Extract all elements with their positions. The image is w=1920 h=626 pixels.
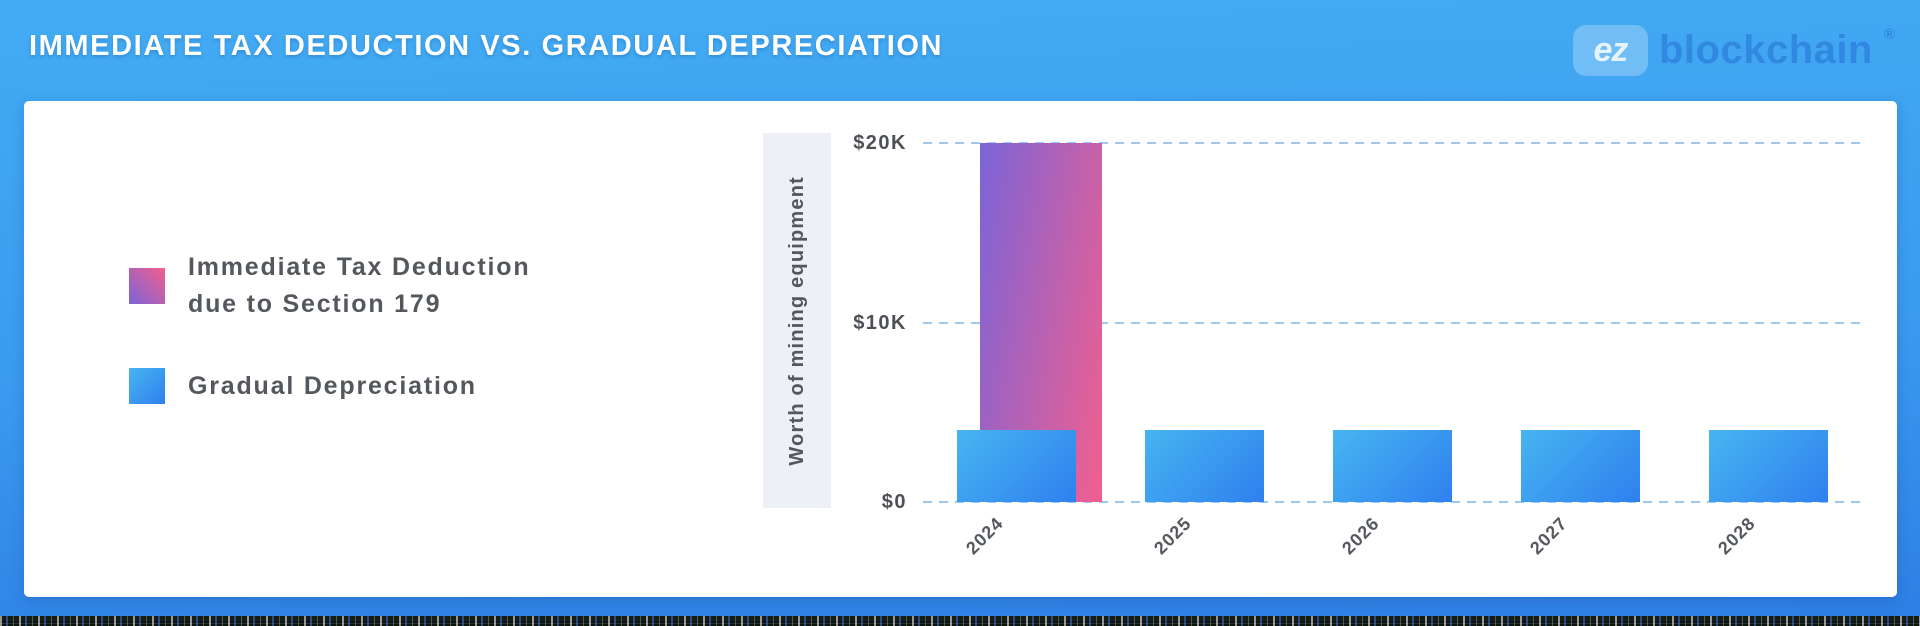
y-axis-label: Worth of mining equipment <box>785 175 808 466</box>
bar-gradual-depreciation-2025 <box>1145 430 1264 502</box>
ez-logo-mark: ez <box>1593 31 1629 69</box>
gridline-10k <box>923 321 1863 324</box>
x-axis-label-2026: 2026 <box>1338 513 1384 559</box>
bar-group-2027 <box>1487 143 1675 502</box>
ez-logo-badge: ez <box>1572 24 1648 76</box>
page-title: Immediate Tax Deduction vs. Gradual Depr… <box>29 30 944 62</box>
bar-group-2025 <box>1111 143 1299 502</box>
bar-gradual-depreciation-2028 <box>1709 430 1828 502</box>
bottom-noise-strip <box>0 616 1920 626</box>
y-axis-label-strip: Worth of mining equipment <box>763 133 831 508</box>
ezblockchain-logo: ez blockchain ® <box>1572 24 1895 76</box>
legend-label-immediate-line1: Immediate Tax Deduction <box>188 253 531 281</box>
gridline-20k <box>923 142 1863 144</box>
legend-label-gradual: Gradual Depreciation <box>188 371 477 400</box>
x-axis-label-2027: 2027 <box>1526 513 1572 559</box>
legend-label-immediate-line2: due to Section 179 <box>188 290 442 318</box>
legend-swatch-gradual <box>129 368 165 404</box>
registered-trademark-icon: ® <box>1883 26 1895 43</box>
bar-group-2026 <box>1299 143 1487 502</box>
x-axis-labels: 2024 2025 2026 2027 2028 <box>923 502 1863 582</box>
gridline-0 <box>923 501 1863 503</box>
legend-item-immediate: Immediate Tax Deduction due to Section 1… <box>129 250 530 322</box>
legend-swatch-immediate <box>129 268 165 304</box>
bar-gradual-depreciation-2026 <box>1333 430 1452 502</box>
bar-gradual-depreciation-2024 <box>957 430 1076 502</box>
x-axis-label-2028: 2028 <box>1714 513 1760 559</box>
legend-item-gradual: Gradual Depreciation <box>129 368 477 404</box>
legend-label-immediate: Immediate Tax Deduction due to Section 1… <box>188 249 530 323</box>
chart-card: Immediate Tax Deduction due to Section 1… <box>24 101 1897 597</box>
plot-area <box>923 142 1863 503</box>
bar-group-2028 <box>1675 143 1863 502</box>
bar-gradual-depreciation-2027 <box>1521 430 1640 502</box>
bar-group-2024 <box>923 143 1111 502</box>
logo-wordmark: blockchain <box>1658 28 1873 72</box>
x-axis-label-2024: 2024 <box>962 513 1008 559</box>
x-axis-label-2025: 2025 <box>1150 513 1196 559</box>
